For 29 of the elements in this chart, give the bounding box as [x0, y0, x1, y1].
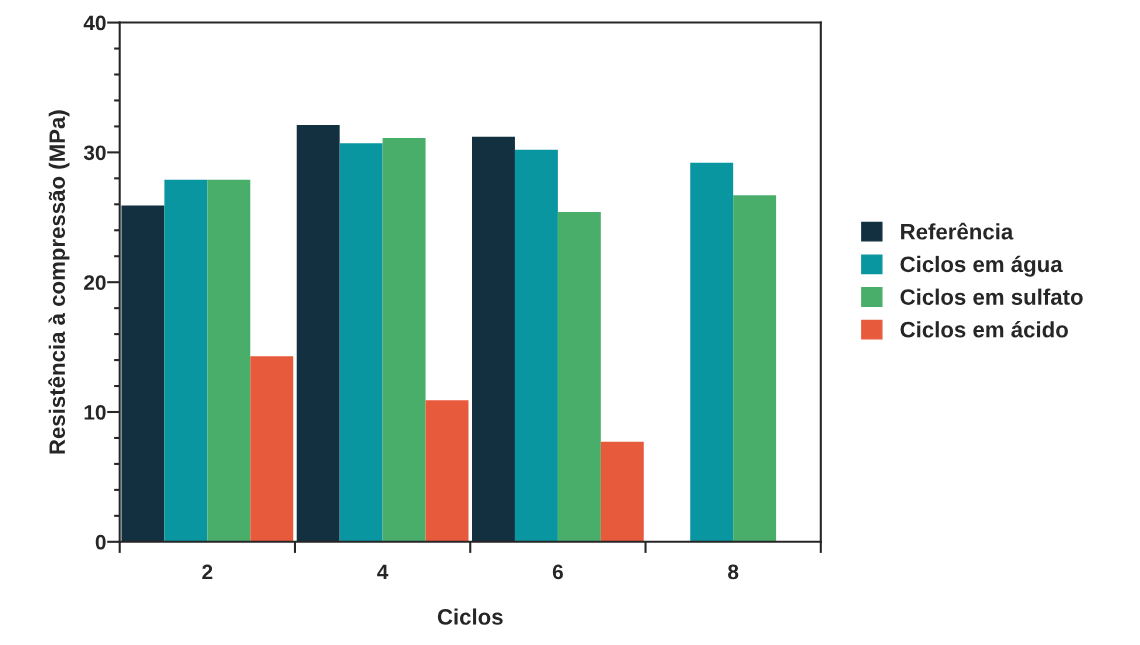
bar	[296, 125, 340, 542]
bar	[557, 212, 601, 542]
bar	[600, 441, 644, 542]
bar	[690, 162, 734, 542]
y-tick-label: 0	[95, 534, 106, 550]
bar	[425, 400, 469, 542]
bar	[472, 136, 515, 542]
y-tick-label: 40	[83, 15, 106, 31]
legend-label: Ciclos em sulfato	[900, 288, 1083, 305]
legend-label: Referência	[901, 222, 1014, 240]
bar	[164, 179, 208, 542]
y-axis-title: Resistência à compressão (MPa)	[48, 110, 70, 454]
y-tick-label: 30	[83, 145, 106, 161]
bar	[207, 179, 251, 542]
bar	[514, 149, 558, 542]
x-tick-label: 2	[202, 564, 213, 580]
bar	[339, 143, 383, 542]
legend-label: Ciclos em água	[900, 255, 1063, 277]
bar	[121, 205, 165, 542]
y-tick-label: 10	[84, 405, 106, 420]
x-tick-label: 8	[728, 564, 739, 580]
x-tick-label: 4	[377, 564, 389, 580]
x-tick-label: 6	[552, 564, 563, 580]
legend-label: Ciclos em ácido	[900, 320, 1068, 338]
x-axis-title: Ciclos	[437, 608, 503, 625]
y-tick-label: 20	[84, 275, 106, 290]
bar	[250, 356, 294, 542]
bar	[733, 195, 777, 542]
bar	[382, 138, 426, 542]
